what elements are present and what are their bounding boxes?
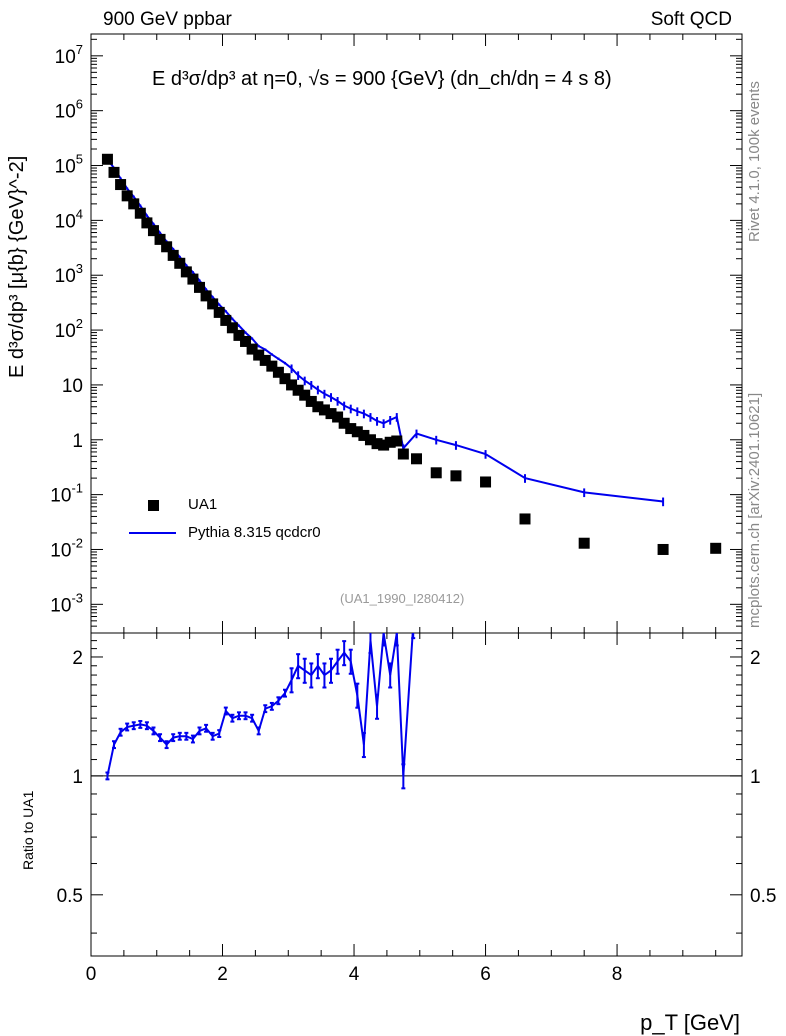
ua1-point <box>279 373 291 385</box>
y-tick-label: 105 <box>55 152 83 178</box>
ua1-point <box>200 290 212 302</box>
ratio-tick-label: 0.5 <box>57 886 83 907</box>
ratio-tick-label-right: 0.5 <box>750 886 776 907</box>
ua1-point <box>141 217 153 229</box>
y-tick-label: 1 <box>72 431 83 452</box>
x-tick-label: 0 <box>86 964 97 985</box>
ua1-point <box>450 470 462 482</box>
main-series-group <box>101 153 722 555</box>
y-tick-label: 102 <box>55 316 83 342</box>
ratio-series-group <box>105 633 416 790</box>
y-tick-label: 104 <box>55 206 83 232</box>
ua1-point <box>121 190 133 202</box>
ua1-point <box>391 435 403 447</box>
ratio-line <box>106 633 414 777</box>
ua1-point <box>299 389 311 401</box>
y-tick-label: 10-1 <box>50 481 83 507</box>
ua1-point <box>397 448 409 460</box>
mcplots-label: mcplots.cern.ch [arXiv:2401.10621] <box>746 392 763 628</box>
ua1-point <box>318 404 330 416</box>
y-axis-label: E d³σ/dp³ [μ{b} {GeV}^-2] <box>6 155 28 378</box>
ua1-point <box>147 225 159 237</box>
ua1-point <box>430 467 442 479</box>
ua1-point <box>207 298 219 310</box>
ua1-point <box>161 241 173 253</box>
ua1-point <box>174 257 186 269</box>
ua1-point <box>358 429 370 441</box>
x-tick-label: 4 <box>349 964 360 985</box>
ua1-point <box>578 537 590 549</box>
main-panel-frame <box>90 33 743 634</box>
ua1-point <box>292 384 304 396</box>
ua1-point <box>101 153 113 165</box>
y-tick-label: 103 <box>55 261 83 287</box>
ua1-point <box>286 379 298 391</box>
ratio-y-axis-label: Ratio to UA1 <box>20 790 36 870</box>
ua1-point <box>233 329 245 341</box>
rivet-version-label: Rivet 4.1.0, 100k events <box>746 81 763 242</box>
ua1-point <box>240 335 252 347</box>
ua1-point <box>115 179 127 191</box>
ua1-point <box>187 273 199 285</box>
ua1-point <box>226 322 238 334</box>
header-left: 900 GeV ppbar <box>103 9 232 30</box>
y-tick-label: 10 <box>62 376 83 397</box>
data-layer <box>101 153 722 790</box>
ua1-point <box>108 166 120 178</box>
ua1-point <box>332 411 344 423</box>
ua1-point <box>272 366 284 378</box>
ua1-point <box>305 395 317 407</box>
ratio-tick-label: 1 <box>72 767 83 788</box>
y-tick-label: 106 <box>55 97 83 123</box>
ua1-point <box>167 249 179 261</box>
ua1-point <box>154 233 166 245</box>
y-tick-label: 10-3 <box>50 590 83 616</box>
ua1-point <box>246 343 258 355</box>
chart-title: E d³σ/dp³ at η=0, √s = 900 {GeV} (dn_ch/… <box>152 68 612 90</box>
ua1-point <box>351 426 363 438</box>
ua1-point <box>519 513 531 525</box>
ua1-point <box>384 436 396 448</box>
y-tick-label: 10-2 <box>50 535 83 561</box>
ua1-point <box>194 281 205 293</box>
x-axis-label: p_T [GeV] <box>640 1010 740 1035</box>
legend-label-pythia: Pythia 8.315 qcdcr0 <box>188 524 321 541</box>
x-tick-label: 6 <box>480 964 491 985</box>
ua1-point <box>312 401 324 413</box>
ua1-point <box>213 306 225 318</box>
ua1-point <box>710 542 722 554</box>
ratio-tick-label: 2 <box>72 648 83 669</box>
ua1-point <box>266 360 278 372</box>
y-tick-label: 107 <box>55 42 83 68</box>
ratio-tick-label-right: 1 <box>750 767 761 788</box>
ua1-point <box>657 543 669 555</box>
ua1-point <box>364 434 376 446</box>
ua1-point <box>253 349 265 361</box>
ua1-point <box>338 417 350 429</box>
ratio-tick-label-right: 2 <box>750 648 761 669</box>
ua1-point <box>180 266 192 278</box>
ua1-point <box>259 354 271 366</box>
ua1-point <box>134 207 146 219</box>
x-tick-label: 2 <box>217 964 228 985</box>
ua1-point <box>480 476 492 488</box>
ua1-point <box>411 453 422 465</box>
analysis-tag: (UA1_1990_I280412) <box>340 591 465 606</box>
ua1-point <box>378 439 390 451</box>
header-right: Soft QCD <box>650 9 732 30</box>
ua1-point <box>371 438 383 450</box>
ua1-point <box>325 408 337 420</box>
axes-layer: 0 2 4 6 8 10-3 10-2 10-1 1 10 102 103 104 105 106 107 0.… <box>50 33 776 985</box>
legend-label-ua1: UA1 <box>188 496 218 513</box>
ua1-point <box>128 198 140 210</box>
legend-marker-ua1 <box>148 500 159 511</box>
ratio-panel-frame <box>90 632 743 957</box>
ua1-point <box>345 423 357 435</box>
x-tick-label: 8 <box>612 964 623 985</box>
ua1-point <box>220 314 232 326</box>
